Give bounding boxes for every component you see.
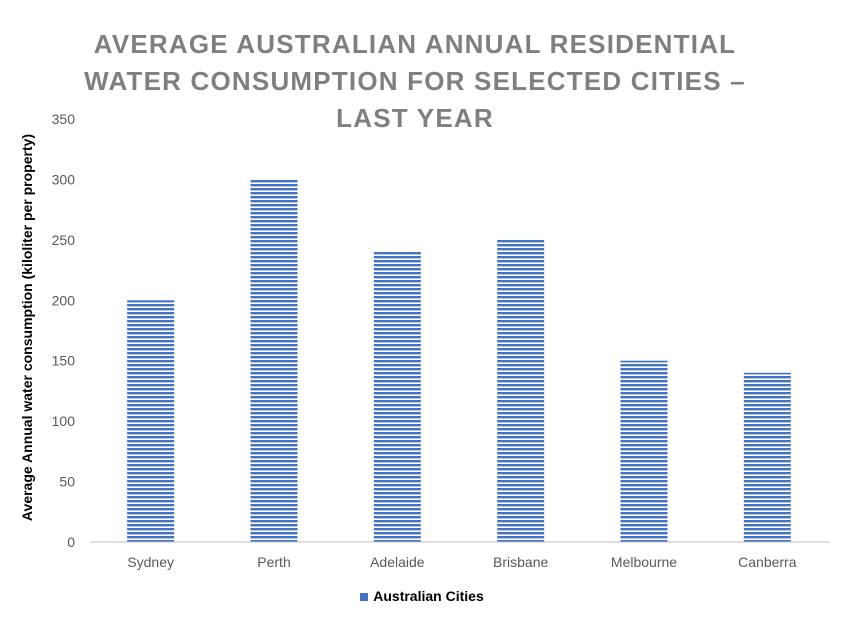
bars bbox=[127, 179, 791, 542]
y-axis-label: Average Annual water consumption (kiloli… bbox=[19, 134, 35, 521]
legend-label: Australian Cities bbox=[373, 588, 484, 604]
bar-melbourne bbox=[620, 360, 668, 542]
chart-title-line-2: WATER CONSUMPTION FOR SELECTED CITIES – bbox=[84, 66, 746, 96]
bar-brisbane bbox=[497, 239, 545, 542]
x-axis-tick-labels: Sydney Perth Adelaide Brisbane Melbourne Canb… bbox=[127, 554, 796, 570]
x-tick-label: Canberra bbox=[738, 554, 797, 570]
y-tick-label: 50 bbox=[59, 474, 75, 490]
y-tick-label: 300 bbox=[52, 171, 76, 187]
bar-adelaide bbox=[373, 251, 421, 542]
x-tick-label: Melbourne bbox=[611, 554, 677, 570]
legend: Australian Cities bbox=[0, 588, 844, 604]
x-tick-label: Brisbane bbox=[493, 554, 548, 570]
y-tick-label: 0 bbox=[67, 534, 75, 550]
bar-perth bbox=[250, 179, 298, 542]
chart-title-line-1: AVERAGE AUSTRALIAN ANNUAL RESIDENTIAL bbox=[93, 29, 737, 59]
chart-title-line-3: LAST YEAR bbox=[336, 103, 494, 133]
x-tick-label: Perth bbox=[257, 554, 290, 570]
y-axis-tick-labels: 0 50 100 150 200 250 300 350 bbox=[52, 111, 76, 550]
x-tick-label: Sydney bbox=[127, 554, 174, 570]
chart-title: AVERAGE AUSTRALIAN ANNUAL RESIDENTIAL WA… bbox=[40, 26, 790, 137]
x-tick-label: Adelaide bbox=[370, 554, 425, 570]
y-tick-label: 100 bbox=[52, 413, 76, 429]
y-tick-label: 350 bbox=[52, 111, 76, 127]
bar-sydney bbox=[127, 300, 175, 542]
bar-canberra bbox=[743, 372, 791, 542]
y-tick-label: 200 bbox=[52, 292, 76, 308]
y-tick-label: 150 bbox=[52, 353, 76, 369]
y-tick-label: 250 bbox=[52, 232, 76, 248]
legend-swatch bbox=[360, 593, 369, 601]
